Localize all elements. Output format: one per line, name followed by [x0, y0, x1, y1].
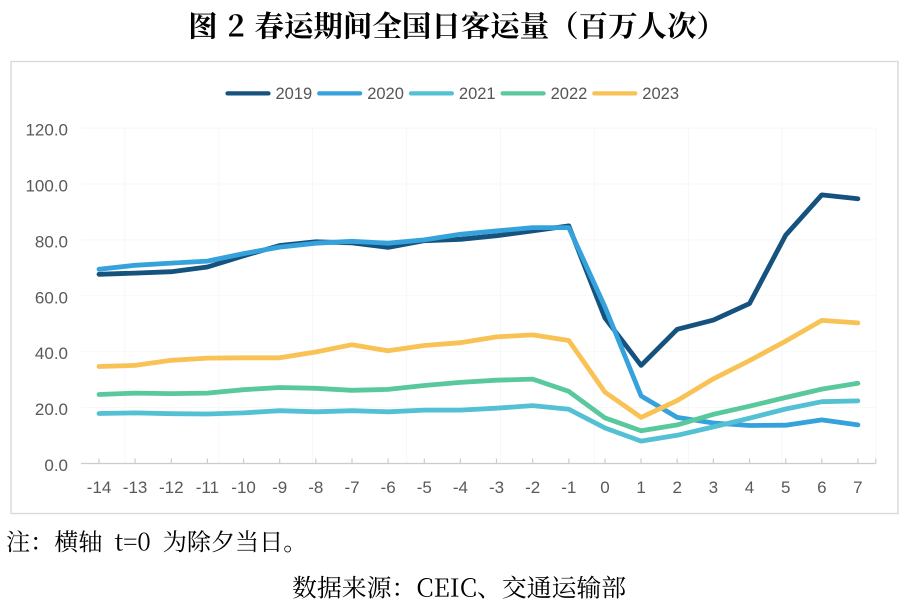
svg-text:80.0: 80.0: [35, 232, 68, 251]
svg-text:120.0: 120.0: [25, 121, 68, 140]
svg-text:-9: -9: [272, 478, 287, 497]
svg-text:0: 0: [600, 478, 609, 497]
svg-text:2020: 2020: [367, 85, 404, 103]
svg-text:60.0: 60.0: [35, 288, 68, 307]
svg-text:-12: -12: [159, 478, 184, 497]
svg-text:-8: -8: [308, 478, 323, 497]
svg-text:-4: -4: [453, 478, 468, 497]
svg-text:5: 5: [781, 478, 790, 497]
svg-text:6: 6: [817, 478, 826, 497]
svg-text:20.0: 20.0: [35, 400, 68, 419]
svg-text:7: 7: [853, 478, 862, 497]
svg-text:3: 3: [709, 478, 718, 497]
svg-text:1: 1: [636, 478, 645, 497]
svg-text:-11: -11: [196, 478, 219, 497]
svg-text:-2: -2: [525, 478, 540, 497]
svg-text:2019: 2019: [276, 85, 313, 103]
svg-text:-5: -5: [417, 478, 432, 497]
svg-text:-7: -7: [344, 478, 359, 497]
svg-text:2: 2: [672, 478, 681, 497]
svg-text:0.0: 0.0: [44, 456, 68, 475]
svg-text:-13: -13: [123, 478, 148, 497]
svg-text:100.0: 100.0: [25, 177, 68, 196]
svg-text:-6: -6: [381, 478, 396, 497]
svg-text:-1: -1: [561, 478, 576, 497]
svg-text:-10: -10: [231, 478, 256, 497]
svg-text:-3: -3: [489, 478, 504, 497]
svg-text:40.0: 40.0: [35, 344, 68, 363]
svg-text:2022: 2022: [551, 85, 588, 103]
svg-text:-14: -14: [87, 478, 112, 497]
svg-text:2023: 2023: [642, 85, 679, 103]
svg-text:2021: 2021: [459, 85, 496, 103]
svg-text:4: 4: [745, 478, 754, 497]
